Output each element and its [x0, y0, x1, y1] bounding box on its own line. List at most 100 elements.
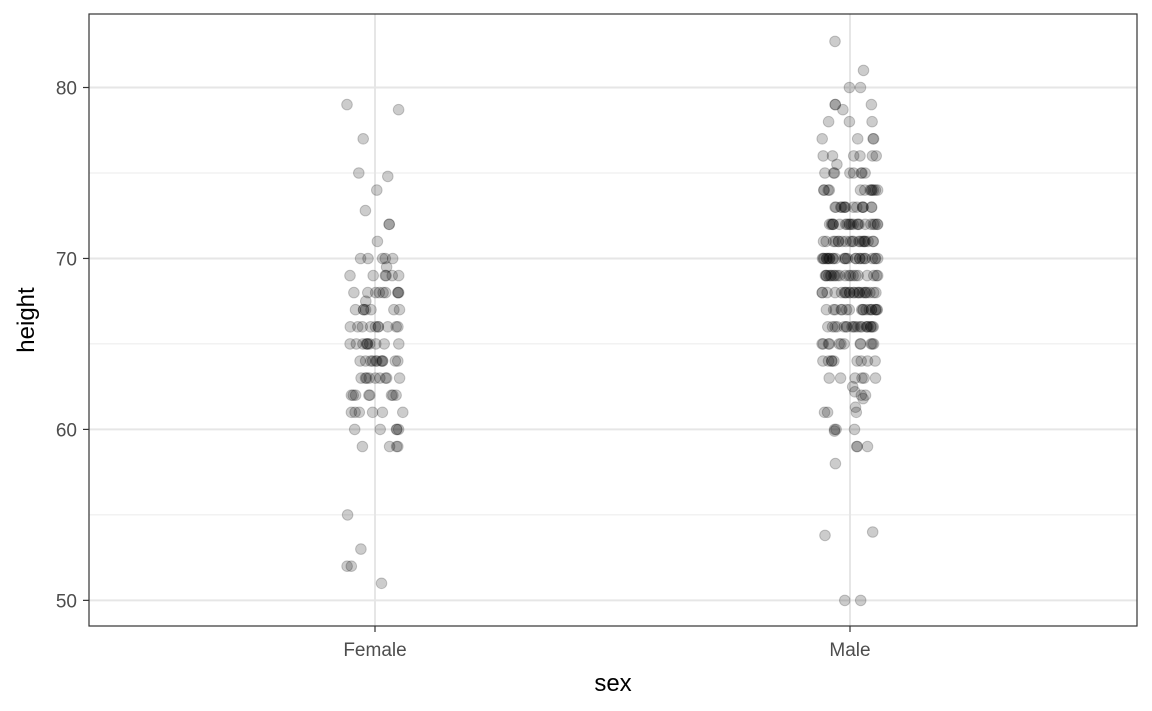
data-point — [865, 338, 877, 350]
data-point — [364, 389, 376, 402]
x-axis-title: sex — [594, 670, 631, 697]
data-point — [841, 252, 854, 265]
data-point — [390, 321, 403, 333]
data-point — [390, 423, 403, 436]
data-point — [856, 167, 868, 179]
data-point — [359, 355, 372, 367]
data-point — [357, 303, 370, 316]
data-point — [344, 269, 356, 282]
data-point — [866, 115, 878, 128]
data-point — [820, 252, 833, 265]
data-point — [390, 389, 402, 402]
data-point — [848, 286, 860, 299]
data-point — [856, 201, 869, 213]
data-point — [828, 355, 840, 367]
data-point — [822, 252, 834, 265]
data-point — [847, 321, 860, 333]
data-point — [859, 389, 872, 402]
data-point — [356, 440, 369, 453]
data-point — [867, 235, 879, 248]
data-point — [363, 389, 375, 402]
data-point — [844, 235, 857, 248]
data-point — [849, 269, 862, 282]
data-point — [819, 269, 832, 282]
data-point — [847, 201, 860, 213]
data-point — [846, 235, 859, 248]
data-point — [356, 321, 369, 333]
data-point — [829, 321, 841, 333]
data-point — [854, 338, 867, 350]
data-point — [827, 218, 839, 231]
data-point — [829, 235, 842, 248]
data-point — [341, 509, 354, 521]
data-point — [393, 303, 406, 316]
data-point — [387, 389, 399, 402]
data-point — [853, 286, 865, 299]
data-point — [392, 103, 405, 116]
data-point — [348, 423, 361, 436]
data-point — [847, 150, 860, 162]
data-point — [858, 252, 871, 265]
data-point — [827, 167, 840, 179]
data-point — [355, 372, 367, 384]
data-point — [826, 321, 839, 333]
data-point — [858, 372, 870, 384]
data-point — [847, 218, 860, 231]
data-point — [854, 150, 866, 162]
data-point — [393, 372, 406, 384]
data-point — [827, 252, 840, 265]
data-point — [825, 355, 838, 367]
data-point — [871, 218, 884, 231]
data-point — [833, 218, 846, 231]
data-point — [869, 184, 882, 196]
data-point — [371, 184, 383, 196]
data-point — [860, 321, 873, 333]
data-point — [831, 269, 844, 282]
data-point — [388, 303, 400, 316]
data-point — [345, 406, 358, 419]
data-point — [838, 252, 851, 265]
data-point — [856, 201, 869, 213]
data-point — [851, 440, 864, 453]
data-point — [848, 423, 861, 436]
data-point — [853, 218, 865, 231]
data-point — [383, 218, 395, 231]
data-point — [857, 303, 870, 316]
data-point — [847, 167, 860, 179]
data-point — [869, 252, 882, 265]
major-gridlines — [89, 14, 1137, 626]
data-point — [847, 269, 859, 282]
data-point — [369, 372, 382, 384]
data-point — [829, 35, 841, 48]
data-point — [374, 372, 386, 384]
data-point — [857, 392, 869, 405]
plot-panel-border — [88, 13, 1138, 627]
y-axis-ticks: 50 60 70 80 — [56, 79, 89, 612]
data-point — [344, 321, 357, 333]
data-point — [392, 355, 404, 367]
data-point — [822, 355, 835, 367]
data-point — [345, 560, 358, 573]
data-point — [838, 201, 851, 213]
data-point — [829, 286, 841, 299]
data-point — [851, 355, 863, 367]
y-tick-label: 80 — [56, 79, 77, 100]
data-point — [846, 380, 859, 393]
data-point — [870, 286, 882, 299]
data-point — [867, 235, 880, 248]
data-point — [840, 303, 853, 316]
data-point — [844, 286, 856, 299]
data-point — [392, 269, 405, 282]
data-point — [828, 269, 840, 282]
data-point — [866, 150, 879, 162]
data-point — [361, 338, 374, 350]
data-point — [364, 355, 377, 367]
data-point — [392, 286, 404, 299]
data-point — [827, 252, 839, 265]
data-point — [379, 269, 392, 282]
data-point — [377, 286, 389, 299]
data-point — [840, 321, 853, 333]
data-point — [370, 338, 382, 350]
data-point — [380, 372, 393, 384]
data-point — [829, 98, 842, 111]
